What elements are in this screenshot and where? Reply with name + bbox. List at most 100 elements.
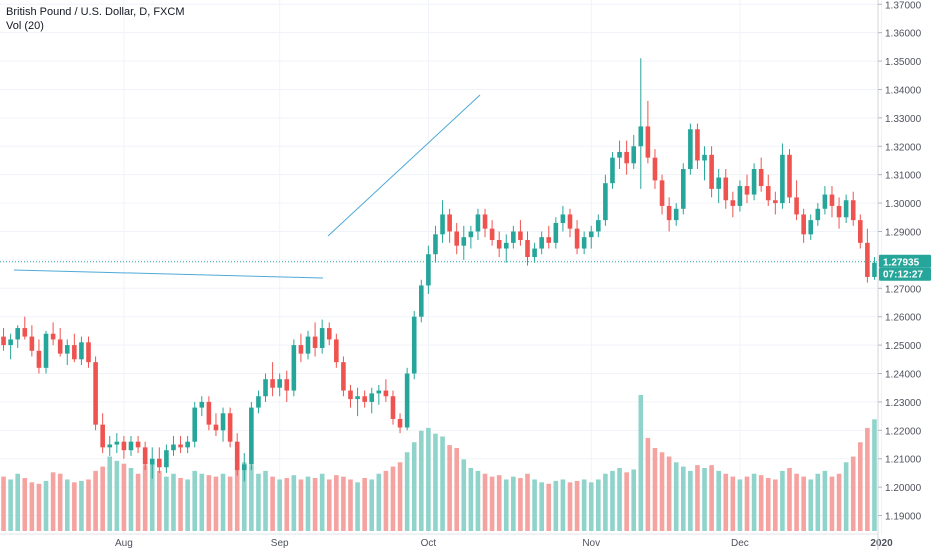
candle-body — [539, 237, 544, 249]
candle-body — [291, 345, 297, 391]
candle-body — [305, 336, 311, 354]
volume-bar — [50, 472, 56, 531]
volume-bar — [334, 475, 339, 531]
candle-body — [433, 234, 438, 255]
countdown-badge — [879, 267, 931, 281]
volume-bar — [341, 476, 346, 531]
volume-bar — [178, 478, 183, 531]
candle-body — [503, 242, 509, 249]
volume-bar — [454, 447, 460, 531]
volume-bar — [256, 473, 261, 531]
candle-body — [355, 396, 360, 400]
candle-body — [263, 379, 268, 397]
candle-body — [461, 237, 467, 246]
candle-body — [525, 240, 530, 258]
candle-body — [369, 393, 375, 402]
volume-indicator-label: Vol (20) — [6, 20, 44, 32]
volume-bar — [546, 483, 552, 531]
candle-body — [567, 214, 573, 229]
candle-body — [383, 390, 389, 397]
volume-bar — [142, 465, 148, 531]
volume-bar — [773, 479, 778, 531]
candle-body — [206, 401, 212, 425]
volume-bar — [100, 466, 105, 531]
price-tick-label: 1.30000 — [885, 199, 922, 210]
candle-body — [645, 126, 651, 158]
volume-bar — [270, 476, 275, 531]
candle-body — [744, 186, 750, 195]
candle-body — [348, 390, 353, 400]
price-tick-label: 1.36000 — [885, 29, 922, 40]
volume-bar — [284, 478, 290, 531]
volume-bar — [865, 427, 870, 531]
volume-bar — [411, 442, 417, 531]
volume-bar — [489, 476, 495, 531]
volume-bar — [135, 473, 141, 531]
price-tick-label: 1.24000 — [885, 370, 922, 381]
price-tick-label: 1.32000 — [885, 142, 922, 153]
candle-body — [815, 208, 821, 221]
chart-legend: British Pound / U.S. Dollar, D, FXCM Vol… — [6, 5, 185, 33]
candle-body — [553, 222, 559, 243]
volume-bar — [482, 473, 488, 531]
candle-body — [773, 200, 778, 204]
volume-bar — [850, 456, 856, 531]
volume-bar — [815, 473, 821, 531]
price-tick-label: 1.31000 — [885, 171, 922, 182]
candle-body — [29, 336, 35, 351]
candle-body — [362, 396, 367, 402]
volume-bar — [291, 475, 297, 531]
candle-body — [532, 248, 537, 258]
volume-bar — [567, 482, 573, 531]
volume-bar — [390, 466, 396, 531]
price-tick-label: 1.20000 — [885, 483, 922, 494]
candle-body — [737, 186, 743, 206]
candle-body — [249, 407, 254, 465]
volume-bar — [680, 466, 686, 531]
candle-body — [659, 180, 665, 206]
candle-body — [135, 441, 141, 448]
candle-body — [666, 205, 672, 221]
candle-body — [93, 362, 98, 425]
volume-bar — [461, 459, 467, 531]
candle-body — [50, 333, 56, 340]
candle-body — [277, 379, 282, 388]
volume-bar — [588, 482, 594, 531]
candle-body — [511, 231, 516, 243]
candle-body — [709, 154, 714, 189]
volume-bar — [857, 442, 863, 531]
candle-body — [418, 285, 424, 317]
time-tick-label: Aug — [115, 538, 133, 549]
candles — [1, 58, 877, 482]
volume-bar — [794, 473, 799, 531]
candle-body — [447, 214, 452, 232]
volume-bar — [319, 473, 325, 531]
candle-body — [319, 328, 325, 348]
candle-body — [1, 336, 6, 346]
volume-bar — [164, 476, 169, 531]
price-tick-label: 1.29000 — [885, 227, 922, 238]
volume-bar — [603, 473, 608, 531]
candle-body — [213, 424, 219, 431]
volume-bar — [716, 470, 721, 531]
volume-bar — [511, 476, 516, 531]
volume-bar — [673, 462, 679, 531]
volume-bar — [581, 479, 587, 531]
price-tick-label: 1.21000 — [885, 455, 922, 466]
volume-bar — [553, 480, 559, 531]
volume-bar — [780, 470, 785, 531]
drawings[interactable] — [0, 94, 878, 279]
volume-bar — [397, 462, 403, 531]
candle-body — [617, 151, 622, 158]
candle-body — [64, 345, 70, 354]
volume-bar — [418, 430, 424, 531]
candle-body — [171, 444, 176, 451]
volume-bar — [263, 470, 268, 531]
candle-body — [794, 197, 799, 215]
candle-body — [801, 214, 806, 235]
volume-bar — [383, 470, 389, 531]
volume-bar — [227, 476, 233, 531]
